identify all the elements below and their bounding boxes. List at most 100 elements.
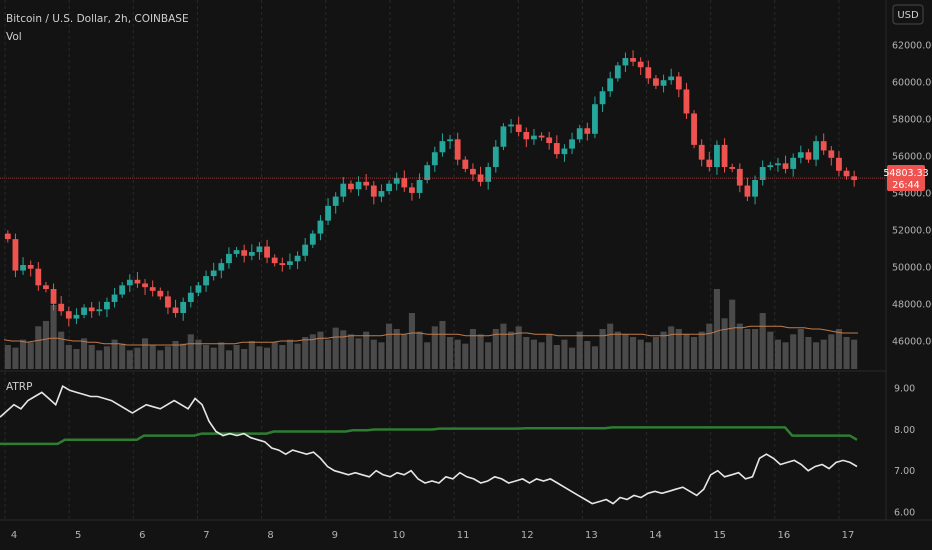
candle-body	[424, 165, 431, 180]
volume-bar	[744, 329, 751, 369]
volume-bar	[530, 339, 537, 369]
last-price-tag	[887, 165, 925, 191]
volume-bar	[774, 339, 781, 369]
volume-bar	[820, 339, 827, 369]
candle-body	[561, 148, 568, 155]
price-axis[interactable]: 62000.00 60000.00 58000.00 56000.00 54000.00…	[892, 41, 932, 348]
time-axis[interactable]: 4 5 6 7 8 9 10 11 12 13 14 15 16 17	[11, 530, 855, 541]
time-tick-label: 14	[649, 530, 662, 541]
day-separator-grid	[4, 0, 840, 520]
candle-body	[500, 126, 507, 147]
volume-bar	[790, 334, 797, 369]
candle-body	[714, 144, 720, 168]
volume-bars	[4, 289, 858, 369]
volume-bar	[477, 334, 484, 369]
candle-body	[4, 233, 11, 240]
volume-bar	[264, 347, 271, 369]
candle-body	[43, 285, 49, 290]
candle-body	[790, 157, 797, 169]
volume-bar	[736, 323, 743, 369]
volume-bar	[599, 329, 606, 369]
candle-body	[88, 307, 95, 312]
volume-bar	[782, 342, 789, 369]
volume-bar	[279, 345, 286, 369]
candle-body	[355, 181, 362, 190]
volume-bar	[363, 331, 370, 369]
volume-bar	[378, 342, 385, 369]
candle-body	[256, 246, 263, 253]
volume-bar	[401, 334, 408, 369]
currency-badge[interactable]	[892, 4, 924, 25]
volume-bar	[668, 326, 675, 369]
volume-bar	[660, 331, 667, 369]
candle-body	[523, 131, 530, 140]
volume-bar	[752, 329, 759, 369]
volume-bar	[203, 345, 210, 369]
volume-bar	[576, 331, 583, 369]
volume-bar	[851, 339, 858, 369]
price-tick-label: 48000.00	[892, 299, 932, 310]
volume-ma-line	[3, 325, 858, 346]
candle-body	[836, 157, 842, 171]
candle-body	[111, 294, 118, 302]
volume-bar	[622, 334, 629, 369]
volume-bar	[12, 347, 19, 369]
volume-label[interactable]: Vol	[6, 31, 22, 43]
volume-bar	[523, 337, 530, 369]
candle-body	[843, 170, 850, 177]
candle-body	[264, 246, 270, 258]
atrp-tick-label: 7.00	[894, 466, 915, 477]
volume-bar	[538, 342, 545, 369]
volume-bar	[469, 329, 476, 369]
volume-bar	[485, 342, 492, 369]
candle-body	[340, 183, 347, 197]
volume-bar	[797, 329, 804, 369]
candle-body	[759, 167, 766, 180]
volume-bar	[241, 349, 248, 369]
candle-body	[416, 179, 423, 193]
volume-bar	[569, 347, 576, 369]
volume-bar	[408, 313, 415, 369]
volume-bar	[81, 338, 88, 369]
symbol-title[interactable]: Bitcoin / U.S. Dollar, 2h, COINBASE	[6, 13, 189, 25]
volume-bar	[50, 305, 57, 369]
time-tick-label: 15	[713, 530, 726, 541]
candle-body	[630, 58, 636, 62]
volume-bar	[500, 323, 507, 369]
candle-body	[736, 168, 743, 186]
candle-body	[210, 270, 217, 277]
candle-body	[271, 257, 278, 264]
volume-bar	[218, 342, 225, 369]
candle-body	[73, 314, 80, 319]
time-tick-label: 7	[203, 530, 209, 541]
volume-bar	[42, 321, 49, 369]
candle-body	[233, 250, 240, 254]
volume-bar	[546, 334, 553, 369]
candle-body	[58, 303, 65, 312]
time-tick-label: 8	[267, 530, 273, 541]
candle-body	[195, 285, 202, 293]
candle-body	[744, 185, 751, 197]
time-tick-label: 12	[521, 530, 534, 541]
price-tick-label: 58000.00	[892, 115, 932, 126]
indicator-label[interactable]: ATRP	[6, 381, 32, 393]
volume-bar	[103, 346, 110, 369]
candle-body	[462, 159, 469, 169]
candle-body	[553, 143, 560, 155]
volume-bar	[225, 350, 232, 369]
volume-bar	[286, 339, 293, 369]
candle-body	[241, 250, 248, 256]
volume-bar	[439, 321, 446, 369]
volume-bar	[164, 346, 171, 369]
candle-body	[104, 301, 110, 310]
volume-bar	[111, 339, 118, 369]
candle-body	[531, 135, 537, 140]
candle-body	[691, 113, 697, 145]
volume-bar	[4, 345, 11, 369]
candle-body	[805, 152, 812, 160]
time-tick-label: 4	[11, 530, 17, 541]
atrp-axis[interactable]: 9.00 8.00 7.00 6.00	[894, 384, 915, 519]
price-tick-label: 56000.00	[892, 151, 932, 162]
